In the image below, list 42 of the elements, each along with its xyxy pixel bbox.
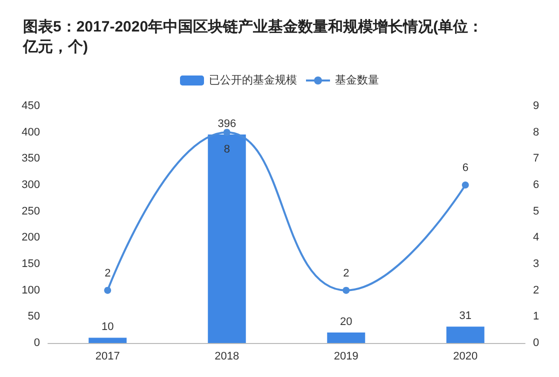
y2-tick-label: 3 <box>533 258 540 270</box>
data-label: 2 <box>104 267 111 280</box>
y-tick-label: 100 <box>22 284 40 296</box>
y2-tick-label: 0 <box>533 337 540 349</box>
data-label: 10 <box>102 321 114 334</box>
y-tick-label: 250 <box>22 205 40 218</box>
y2-tick-label: 7 <box>533 152 540 165</box>
x-tick-label: 2020 <box>453 350 478 362</box>
y2-tick-label: 5 <box>533 205 540 218</box>
y-tick-label: 50 <box>28 310 40 323</box>
y-tick-label: 150 <box>22 258 40 270</box>
point <box>462 182 469 188</box>
y2-tick-label: 2 <box>533 284 540 296</box>
point <box>104 286 112 294</box>
data-label: 6 <box>462 162 468 174</box>
data-label: 2 <box>343 267 350 280</box>
bar <box>327 332 366 343</box>
y2-tick-label: 9 <box>533 100 540 112</box>
y-tick-label: 450 <box>22 100 40 112</box>
y-tick-label: 200 <box>22 232 40 244</box>
point <box>223 128 230 136</box>
bar <box>88 338 127 343</box>
chart-title: 图表5：2017-2020年中国区块链产业基金数量和规模增长情况(单位：亿元，个) <box>22 18 484 56</box>
y2-tick-label: 4 <box>533 232 540 244</box>
data-label: 20 <box>340 316 352 328</box>
y-tick-label: 400 <box>22 126 40 138</box>
data-label: 396 <box>218 118 236 130</box>
legend-label: 基金数量 <box>335 74 379 86</box>
y2-tick-label: 1 <box>533 310 540 323</box>
x-tick-label: 2018 <box>214 350 240 362</box>
data-label: 8 <box>224 143 230 156</box>
y2-tick-label: 8 <box>533 126 540 138</box>
data-label: 31 <box>459 310 472 322</box>
point <box>342 286 350 294</box>
y-tick-label: 300 <box>22 179 40 191</box>
y-tick-label: 350 <box>22 152 40 165</box>
bar <box>446 326 484 343</box>
legend-label: 已公开的基金规模 <box>209 74 297 86</box>
x-tick-label: 2019 <box>334 350 358 362</box>
y-tick-label: 0 <box>34 337 40 349</box>
x-tick-label: 2017 <box>95 350 120 362</box>
y2-tick-label: 6 <box>533 179 540 191</box>
